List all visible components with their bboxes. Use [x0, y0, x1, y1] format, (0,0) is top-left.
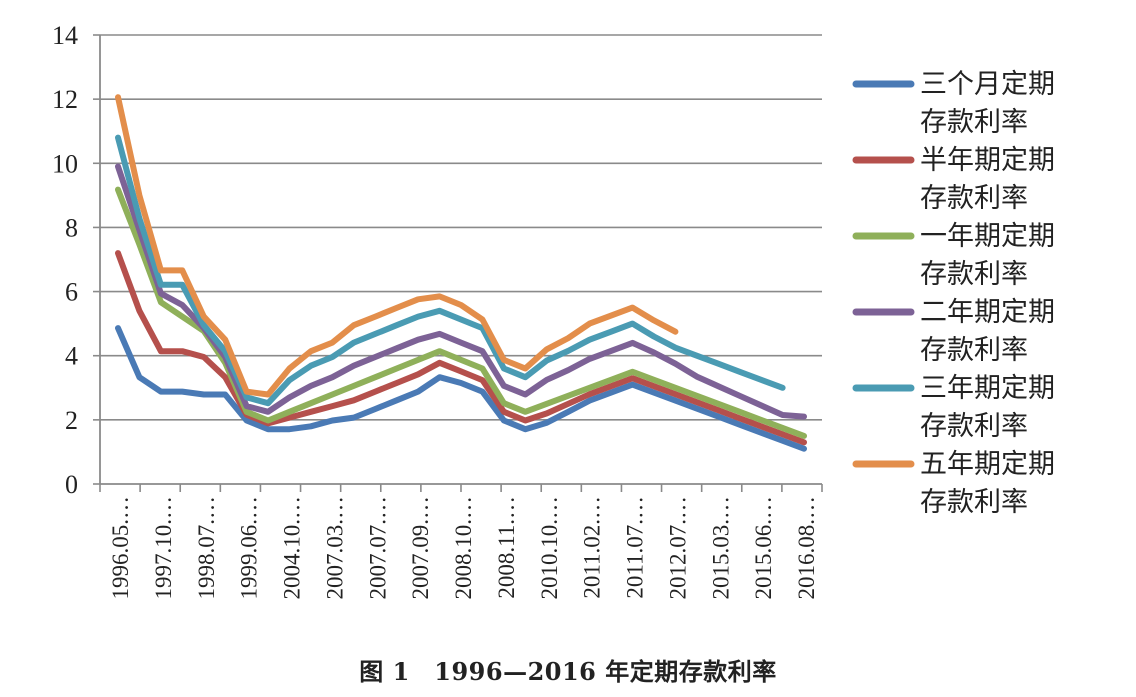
y-tick-label: 8 — [65, 213, 78, 242]
legend-entry: 五年期定期存款利率 — [852, 449, 1055, 518]
x-tick-label: 1999.06.… — [237, 496, 262, 600]
x-tick-label: 2011.02.… — [580, 496, 605, 599]
legend-entry: 三个月定期存款利率 — [852, 69, 1055, 138]
y-tick-label: 14 — [52, 21, 78, 50]
series-line-5 — [115, 134, 786, 407]
x-tick-label: 2010.10.… — [537, 496, 562, 600]
y-tick-label: 2 — [65, 406, 78, 435]
x-tick-label: 2008.10.… — [451, 496, 476, 600]
series-line-3 — [115, 186, 807, 439]
legend-label: 二年期定期存款利率 — [920, 297, 1055, 366]
x-tick-label: 1998.07.… — [194, 496, 219, 600]
legend-entry: 二年期定期存款利率 — [852, 297, 1055, 366]
x-tick-label: 2008.11.… — [494, 496, 519, 599]
legend-label: 一年期定期存款利率 — [920, 221, 1055, 290]
y-tick-labels: 0 2 4 6 8 10 12 14 — [52, 21, 78, 499]
x-tick-label: 2007.07.… — [365, 496, 390, 600]
y-tick-label: 0 — [65, 470, 78, 499]
x-tick-label: 2015.06.… — [751, 496, 776, 600]
legend-label: 半年期定期存款利率 — [920, 145, 1055, 214]
y-tick-label: 10 — [52, 149, 78, 178]
legend-entry: 一年期定期存款利率 — [852, 221, 1055, 290]
x-tick-label: 1997.10.… — [151, 496, 176, 600]
legend-label: 五年期定期存款利率 — [920, 449, 1055, 518]
axes — [93, 34, 823, 492]
x-tick-label: 2004.10.… — [280, 496, 305, 600]
x-tick-label: 2007.03.… — [322, 496, 347, 600]
legend: 三个月定期存款利率半年期定期存款利率一年期定期存款利率二年期定期存款利率三年期定… — [852, 69, 1055, 518]
series-line-1 — [115, 325, 807, 452]
series-line-6 — [115, 94, 679, 398]
legend-label: 三年期定期存款利率 — [920, 373, 1055, 442]
y-tick-label: 4 — [65, 342, 78, 371]
x-tick-label: 2016.08.… — [794, 496, 819, 600]
x-tick-label: 2011.07.… — [623, 496, 648, 599]
y-tick-label: 6 — [65, 278, 78, 307]
figure-caption: 图 1 1996—2016 年定期存款利率 — [359, 657, 777, 686]
x-tick-labels: 1996.05.… 1997.10.… 1998.07.… 1999.06.… 2004… — [108, 496, 819, 600]
series-lines — [115, 94, 807, 452]
legend-entry: 半年期定期存款利率 — [852, 145, 1055, 214]
x-tick-label: 2012.07.… — [665, 496, 690, 600]
series-line-2 — [115, 250, 807, 446]
x-tick-label: 1996.05.… — [108, 496, 133, 600]
y-tick-label: 12 — [52, 85, 78, 114]
x-tick-label: 2015.03.… — [708, 496, 733, 600]
x-tick-label: 2007.09.… — [408, 496, 433, 600]
legend-label: 三个月定期存款利率 — [920, 69, 1055, 138]
legend-entry: 三年期定期存款利率 — [852, 373, 1055, 442]
